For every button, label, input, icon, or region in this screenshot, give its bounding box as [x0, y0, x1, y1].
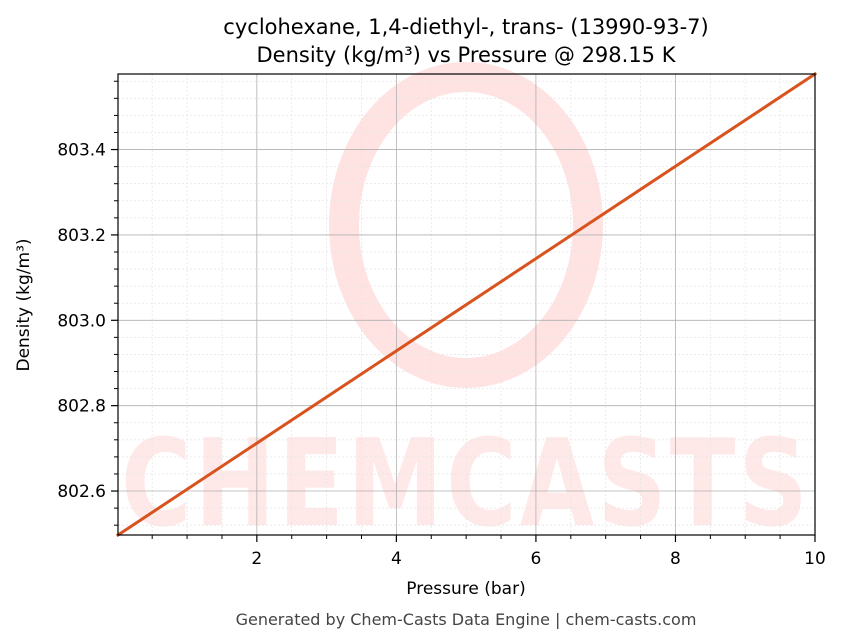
y-tick-label: 802.8 — [57, 397, 106, 417]
x-tick-label: 4 — [391, 549, 402, 569]
series-group — [115, 71, 818, 538]
footer-credit: Generated by Chem-Casts Data Engine | ch… — [236, 610, 697, 629]
watermark-text: CHEMCASTS — [121, 415, 811, 554]
plot-area: CHEMCASTS — [115, 62, 818, 554]
chart-title: cyclohexane, 1,4-diethyl-, trans- (13990… — [223, 15, 708, 39]
x-tick-label: 2 — [251, 549, 262, 569]
grid-minor — [118, 74, 815, 535]
x-axis-label: Pressure (bar) — [406, 579, 525, 599]
x-tick-label: 6 — [531, 549, 542, 569]
density-line — [115, 71, 818, 538]
y-tick-label: 802.6 — [57, 482, 106, 502]
y-axis-label: Density (kg/m³) — [14, 238, 34, 371]
y-tick-label: 803.0 — [57, 311, 106, 331]
y-tick-label: 803.4 — [57, 141, 106, 161]
y-tick-label: 803.2 — [57, 226, 106, 246]
watermark-logo: CHEMCASTS — [121, 62, 811, 554]
x-tick-label: 10 — [804, 549, 826, 569]
x-axis-ticks: 2 4 6 8 10 — [151, 535, 826, 569]
y-axis-ticks: 802.6 802.8 803.0 803.2 803.4 — [57, 80, 118, 526]
x-tick-label: 8 — [670, 549, 681, 569]
